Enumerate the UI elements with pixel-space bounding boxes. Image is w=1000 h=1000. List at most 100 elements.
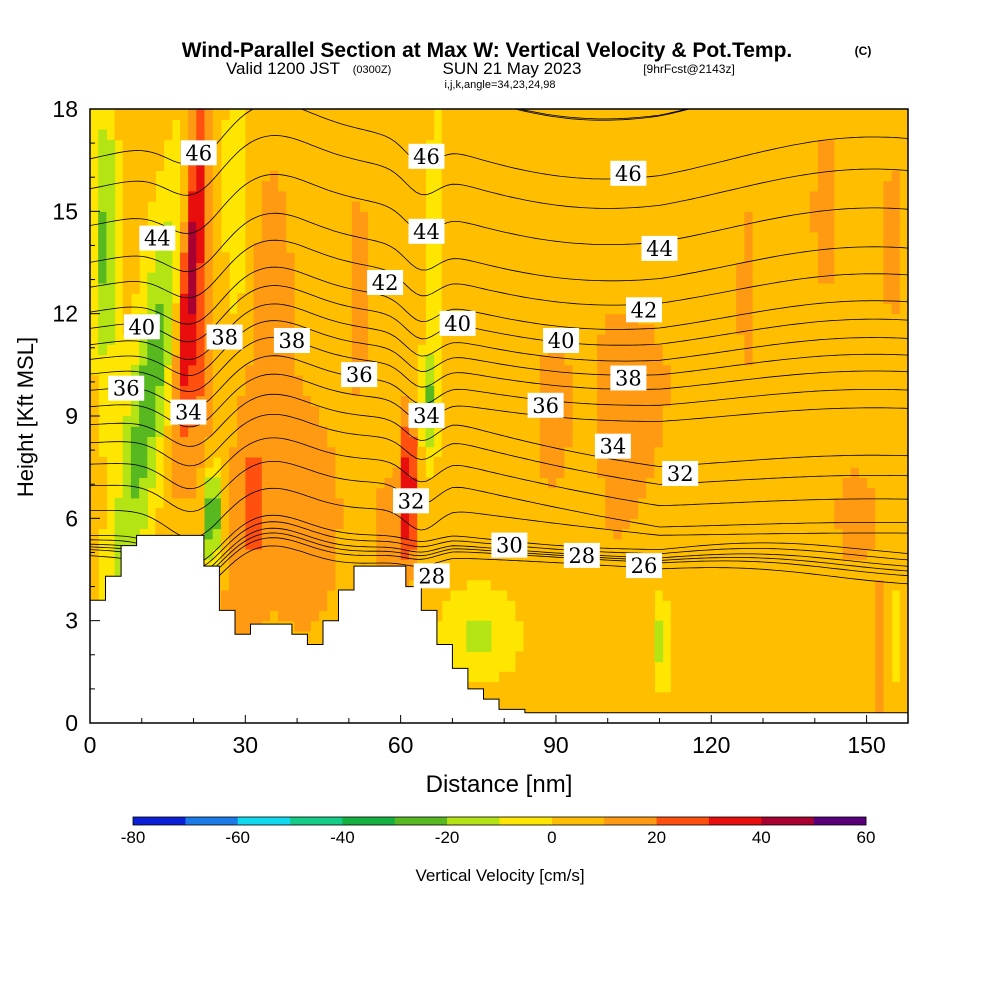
w-cell (163, 456, 173, 468)
w-cell (687, 446, 696, 458)
w-cell (376, 170, 386, 182)
w-cell (458, 242, 467, 253)
w-cell (441, 231, 451, 243)
w-cell (253, 323, 263, 335)
w-cell (736, 395, 745, 407)
w-cell (531, 559, 541, 571)
w-cell (801, 405, 811, 417)
w-cell (196, 334, 206, 345)
w-cell (392, 231, 402, 243)
w-cell (597, 119, 606, 130)
w-cell (368, 477, 377, 489)
w-cell (253, 149, 263, 161)
w-cell (392, 139, 402, 151)
w-cell (482, 436, 492, 448)
w-cell (376, 211, 386, 223)
w-cell (760, 579, 770, 591)
w-cell (777, 590, 786, 601)
w-cell (458, 211, 467, 223)
w-cell (359, 221, 369, 233)
w-cell (466, 395, 476, 407)
w-cell (621, 242, 631, 253)
w-cell (589, 160, 598, 171)
w-cell (359, 211, 369, 223)
w-cell (752, 661, 762, 673)
w-cell (392, 242, 402, 253)
w-cell (719, 109, 729, 120)
w-cell (654, 477, 664, 489)
w-cell (245, 334, 255, 345)
w-cell (695, 354, 705, 366)
w-cell (703, 426, 713, 437)
w-cell (196, 242, 206, 253)
w-cell (507, 293, 516, 304)
w-cell (826, 508, 835, 519)
w-cell (679, 364, 688, 376)
w-cell (728, 364, 737, 376)
w-cell (335, 405, 345, 417)
w-cell (695, 385, 705, 397)
w-cell (760, 682, 770, 693)
w-cell (122, 497, 132, 509)
w-cell (163, 436, 173, 448)
w-cell (441, 477, 451, 489)
w-cell (474, 446, 484, 458)
w-cell (220, 344, 230, 356)
w-cell (98, 272, 107, 284)
w-cell (638, 528, 647, 540)
w-cell (785, 109, 795, 120)
w-cell (580, 518, 590, 530)
w-cell (368, 201, 377, 212)
w-cell (793, 119, 803, 130)
w-cell (801, 641, 811, 652)
w-cell (539, 702, 549, 714)
w-cell (580, 119, 590, 130)
w-cell (409, 180, 418, 192)
w-cell (613, 651, 623, 663)
w-cell (130, 129, 140, 141)
w-cell (728, 180, 737, 192)
w-cell (662, 201, 672, 212)
w-cell (548, 692, 557, 704)
w-cell (376, 508, 386, 519)
w-cell (629, 692, 639, 704)
w-cell (589, 242, 598, 253)
w-cell (556, 620, 566, 632)
w-cell (744, 559, 754, 571)
w-cell (376, 538, 386, 550)
w-cell (703, 692, 713, 704)
w-cell (646, 385, 655, 397)
w-cell (270, 149, 279, 161)
w-cell (548, 467, 557, 478)
w-cell (777, 456, 786, 468)
w-cell (670, 405, 680, 417)
w-cell (703, 139, 713, 151)
w-cell (589, 600, 598, 611)
w-cell (613, 518, 623, 530)
w-cell (572, 477, 582, 489)
w-cell (719, 405, 729, 417)
w-cell (278, 538, 287, 550)
w-cell (98, 190, 107, 202)
w-cell (237, 416, 246, 427)
w-cell (351, 385, 361, 397)
w-cell (703, 201, 713, 212)
w-cell (278, 313, 287, 325)
w-cell (629, 467, 639, 478)
w-cell (728, 313, 737, 325)
w-cell (122, 467, 132, 478)
w-cell (695, 651, 705, 663)
w-cell (212, 313, 222, 325)
w-cell (679, 620, 688, 632)
w-cell (629, 702, 639, 714)
w-cell (531, 364, 541, 376)
w-cell (736, 252, 745, 264)
w-cell (809, 692, 819, 704)
w-cell (670, 569, 680, 581)
w-cell (458, 436, 467, 448)
w-cell (319, 405, 328, 417)
w-cell (180, 497, 189, 509)
w-cell (523, 579, 533, 591)
w-cell (662, 272, 672, 284)
w-cell (155, 252, 165, 264)
